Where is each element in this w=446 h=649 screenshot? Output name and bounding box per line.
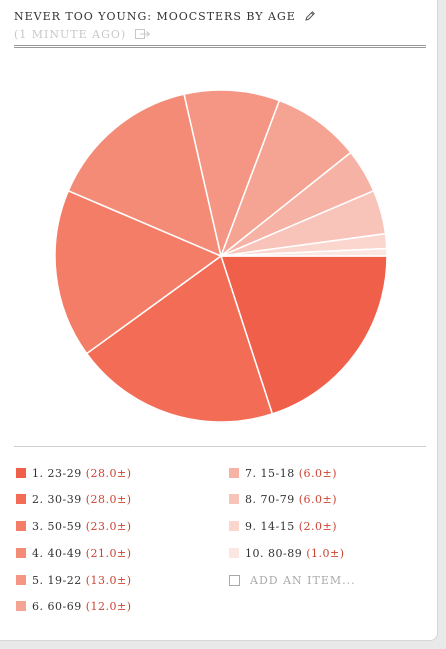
chart-title-text: NEVER TOO YOUNG: MOOCSTERS BY AGE [14, 10, 296, 23]
legend-label: 7. 15-18 [245, 466, 295, 480]
pencil-icon[interactable] [304, 10, 316, 25]
pie-slice-50-59[interactable] [54, 190, 222, 355]
legend-swatch [16, 601, 26, 611]
legend-count: (13.0±) [85, 573, 132, 587]
legend-item[interactable]: 1. 23-29 (28.0±) [16, 466, 132, 480]
legend-divider [14, 446, 426, 447]
legend-swatch [229, 548, 239, 558]
legend-item[interactable]: 3. 50-59 (23.0±) [16, 519, 132, 533]
legend-swatch [229, 521, 239, 531]
legend-swatch [229, 494, 239, 504]
legend-count: (2.0±) [298, 519, 337, 533]
legend-count: (21.0±) [85, 546, 132, 560]
legend-item[interactable]: 2. 30-39 (28.0±) [16, 492, 132, 506]
legend-count: (23.0±) [85, 519, 132, 533]
export-icon[interactable] [134, 28, 151, 43]
legend-count: (6.0±) [298, 466, 337, 480]
legend-swatch [16, 494, 26, 504]
legend-swatch [16, 575, 26, 585]
pie-slice-40-49[interactable] [67, 93, 222, 257]
pie-slice-60-69[interactable] [220, 99, 352, 257]
legend-label: 8. 70-79 [245, 492, 295, 506]
legend-label: 2. 30-39 [32, 492, 82, 506]
last-updated: (1 MINUTE AGO) [14, 28, 151, 43]
legend-label: 1. 23-29 [32, 466, 82, 480]
header-divider [14, 45, 426, 48]
legend-swatch [229, 468, 239, 478]
legend-label: 9. 14-15 [245, 519, 295, 533]
pie-slice-80-89[interactable] [220, 247, 388, 257]
legend-count: (1.0±) [306, 546, 345, 560]
legend-item[interactable]: 9. 14-15 (2.0±) [229, 519, 337, 533]
legend-count: (28.0±) [85, 492, 132, 506]
legend-label: 3. 50-59 [32, 519, 82, 533]
legend-count: (12.0±) [85, 599, 132, 613]
legend-item[interactable]: 8. 70-79 (6.0±) [229, 492, 337, 506]
legend-swatch [16, 548, 26, 558]
last-updated-text: (1 MINUTE AGO) [14, 28, 127, 41]
legend-item[interactable]: 4. 40-49 (21.0±) [16, 546, 132, 560]
pie-chart [54, 89, 388, 423]
legend-count: (6.0±) [298, 492, 337, 506]
chart-card: NEVER TOO YOUNG: MOOCSTERS BY AGE (1 MIN… [0, 0, 438, 641]
legend-swatch [16, 521, 26, 531]
add-checkbox-icon [229, 574, 240, 586]
legend-count: (28.0±) [85, 466, 132, 480]
pie-slice-30-39[interactable] [85, 255, 274, 423]
add-item-button[interactable]: ADD AN ITEM... [229, 573, 356, 587]
legend-item[interactable]: 5. 19-22 (13.0±) [16, 573, 132, 587]
chart-title: NEVER TOO YOUNG: MOOCSTERS BY AGE [14, 10, 316, 25]
legend-label: 6. 60-69 [32, 599, 82, 613]
legend-label: 10. 80-89 [245, 546, 303, 560]
legend-item[interactable]: 10. 80-89 (1.0±) [229, 546, 345, 560]
pie-slice-23-29[interactable] [220, 255, 388, 415]
legend-label: 4. 40-49 [32, 546, 82, 560]
legend-item[interactable]: 6. 60-69 (12.0±) [16, 599, 132, 613]
legend-swatch [16, 468, 26, 478]
pie-slice-19-22[interactable] [183, 89, 281, 257]
legend-label: 5. 19-22 [32, 573, 82, 587]
add-item-label: ADD AN ITEM... [250, 573, 356, 587]
legend-item[interactable]: 7. 15-18 (6.0±) [229, 466, 337, 480]
